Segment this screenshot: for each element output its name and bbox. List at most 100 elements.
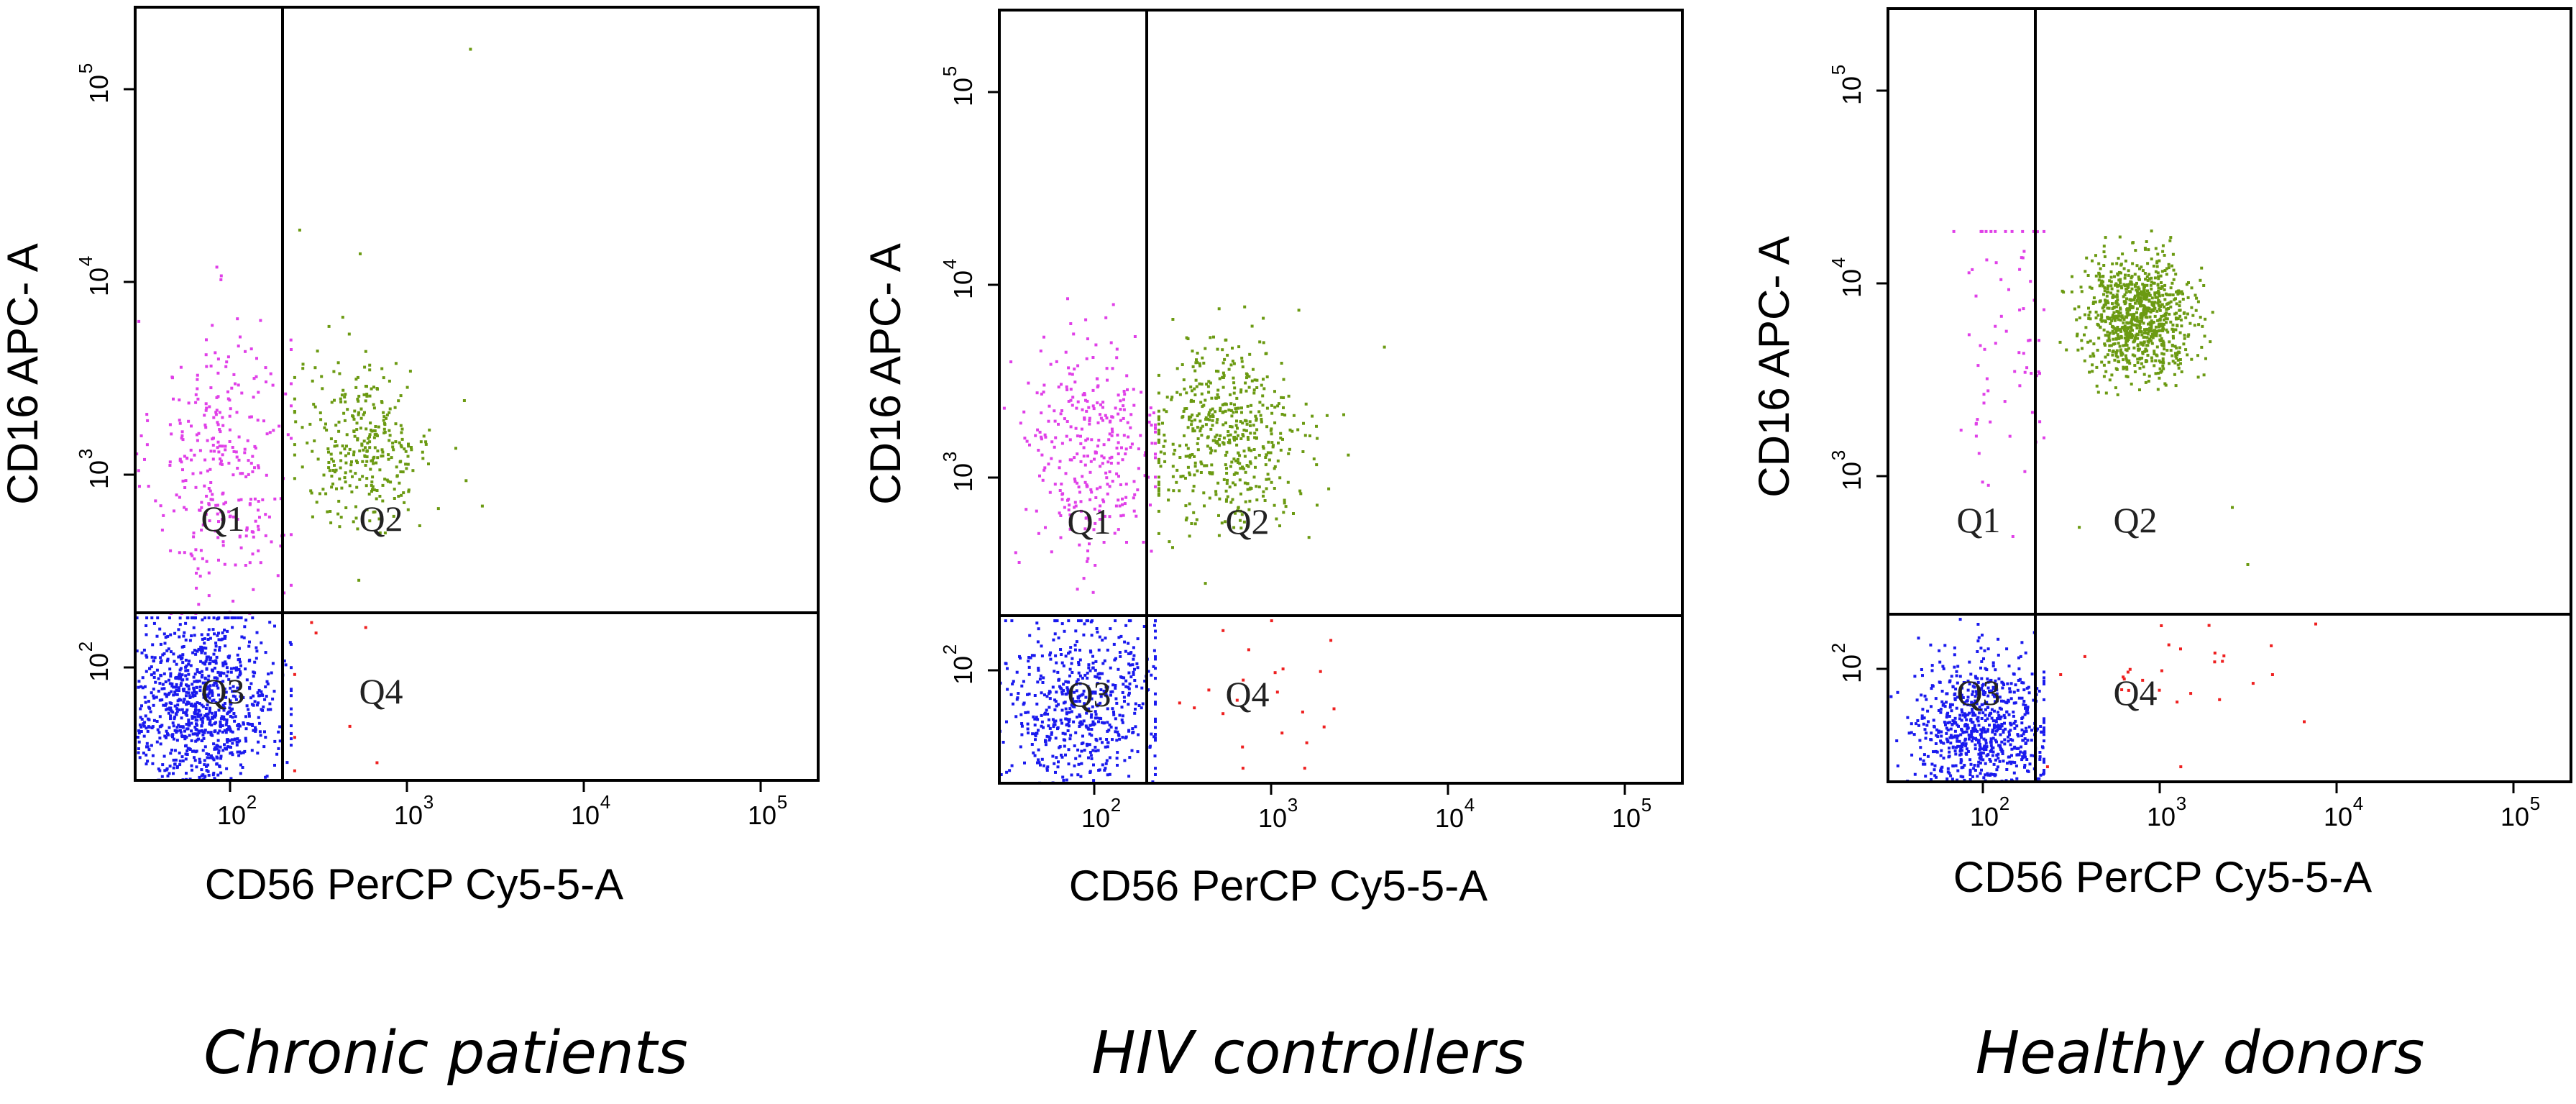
data-point (229, 699, 232, 703)
panel-caption: HIV controllers (1091, 1019, 1526, 1087)
data-point (2006, 682, 2009, 685)
data-point (2128, 298, 2132, 301)
data-point (1236, 509, 1239, 513)
data-point (313, 366, 317, 370)
data-point (251, 470, 255, 473)
data-point (216, 686, 220, 690)
data-point (1280, 362, 1283, 365)
data-point (1961, 713, 1965, 717)
data-point (1994, 758, 1997, 762)
data-point (215, 744, 219, 747)
data-point (1221, 712, 1225, 716)
data-point (239, 335, 242, 339)
data-point (259, 561, 262, 565)
data-point (1982, 728, 1986, 731)
data-point (2142, 313, 2145, 316)
data-point (1926, 709, 1930, 713)
data-point (187, 684, 191, 688)
data-point (187, 401, 191, 405)
data-point (2163, 305, 2166, 309)
data-point (1117, 667, 1120, 671)
data-point (1999, 314, 2003, 318)
data-point (2032, 698, 2035, 702)
data-point (1244, 381, 1247, 385)
data-point (2148, 277, 2151, 280)
data-point (1980, 229, 1984, 233)
data-point (1060, 409, 1063, 412)
data-point (1048, 690, 1051, 693)
data-point (1171, 465, 1175, 468)
data-point (1062, 664, 1065, 667)
data-point (1106, 648, 1109, 652)
data-point (1232, 473, 1236, 476)
data-point (200, 506, 203, 509)
data-point (1986, 773, 1990, 777)
data-point (357, 578, 361, 582)
data-point (1297, 309, 1301, 312)
data-point (290, 437, 293, 440)
data-point (2150, 319, 2153, 323)
data-point (1066, 729, 1070, 732)
data-point (356, 527, 359, 531)
data-point (178, 672, 181, 675)
data-point (1996, 699, 1999, 703)
data-point (145, 443, 149, 447)
data-point (2010, 747, 2014, 751)
data-point (244, 727, 248, 731)
data-point (354, 516, 358, 520)
data-point (1024, 711, 1027, 714)
data-point (1135, 514, 1138, 518)
data-point (2003, 742, 2007, 746)
data-point (2135, 311, 2138, 314)
data-point (2221, 660, 2224, 663)
data-point (335, 444, 339, 447)
data-point (178, 654, 182, 658)
data-point (376, 388, 379, 391)
data-point (2125, 321, 2129, 324)
x-tick-base: 10 (1258, 803, 1287, 833)
data-point (2117, 360, 2120, 363)
data-point (232, 599, 235, 603)
data-point (1162, 444, 1165, 448)
data-point (1101, 763, 1104, 767)
data-point (1896, 764, 1899, 767)
data-point (198, 757, 201, 761)
data-point (243, 451, 247, 455)
data-point (1951, 746, 1955, 749)
data-point (143, 685, 147, 688)
data-point (180, 735, 184, 739)
data-point (1132, 388, 1135, 391)
data-point (375, 461, 378, 465)
data-point (1124, 447, 1128, 451)
data-point (372, 386, 375, 389)
data-point (327, 461, 331, 464)
data-point (176, 699, 180, 703)
data-point (1232, 376, 1235, 380)
data-point (212, 772, 216, 775)
data-point (2128, 313, 2132, 316)
data-point (2119, 271, 2122, 275)
data-point (170, 709, 173, 713)
data-point (1036, 640, 1040, 644)
data-point (1109, 341, 1113, 345)
data-point (206, 693, 209, 697)
data-point (1026, 727, 1030, 731)
data-point (1940, 690, 1944, 693)
data-point (1053, 619, 1057, 623)
data-point (2102, 264, 2106, 267)
data-point (2023, 764, 2027, 767)
data-point (1016, 696, 1019, 700)
data-point (293, 672, 296, 676)
data-point (315, 501, 318, 504)
data-point (1254, 414, 1257, 418)
data-point (2160, 352, 2164, 355)
data-point (2083, 333, 2086, 337)
data-point (1221, 348, 1224, 352)
data-point (181, 678, 185, 682)
data-point (1032, 715, 1035, 718)
data-point (2007, 739, 2010, 743)
data-point (142, 734, 146, 738)
data-point (1143, 680, 1147, 683)
data-point (1115, 472, 1119, 475)
data-point (1089, 460, 1093, 463)
